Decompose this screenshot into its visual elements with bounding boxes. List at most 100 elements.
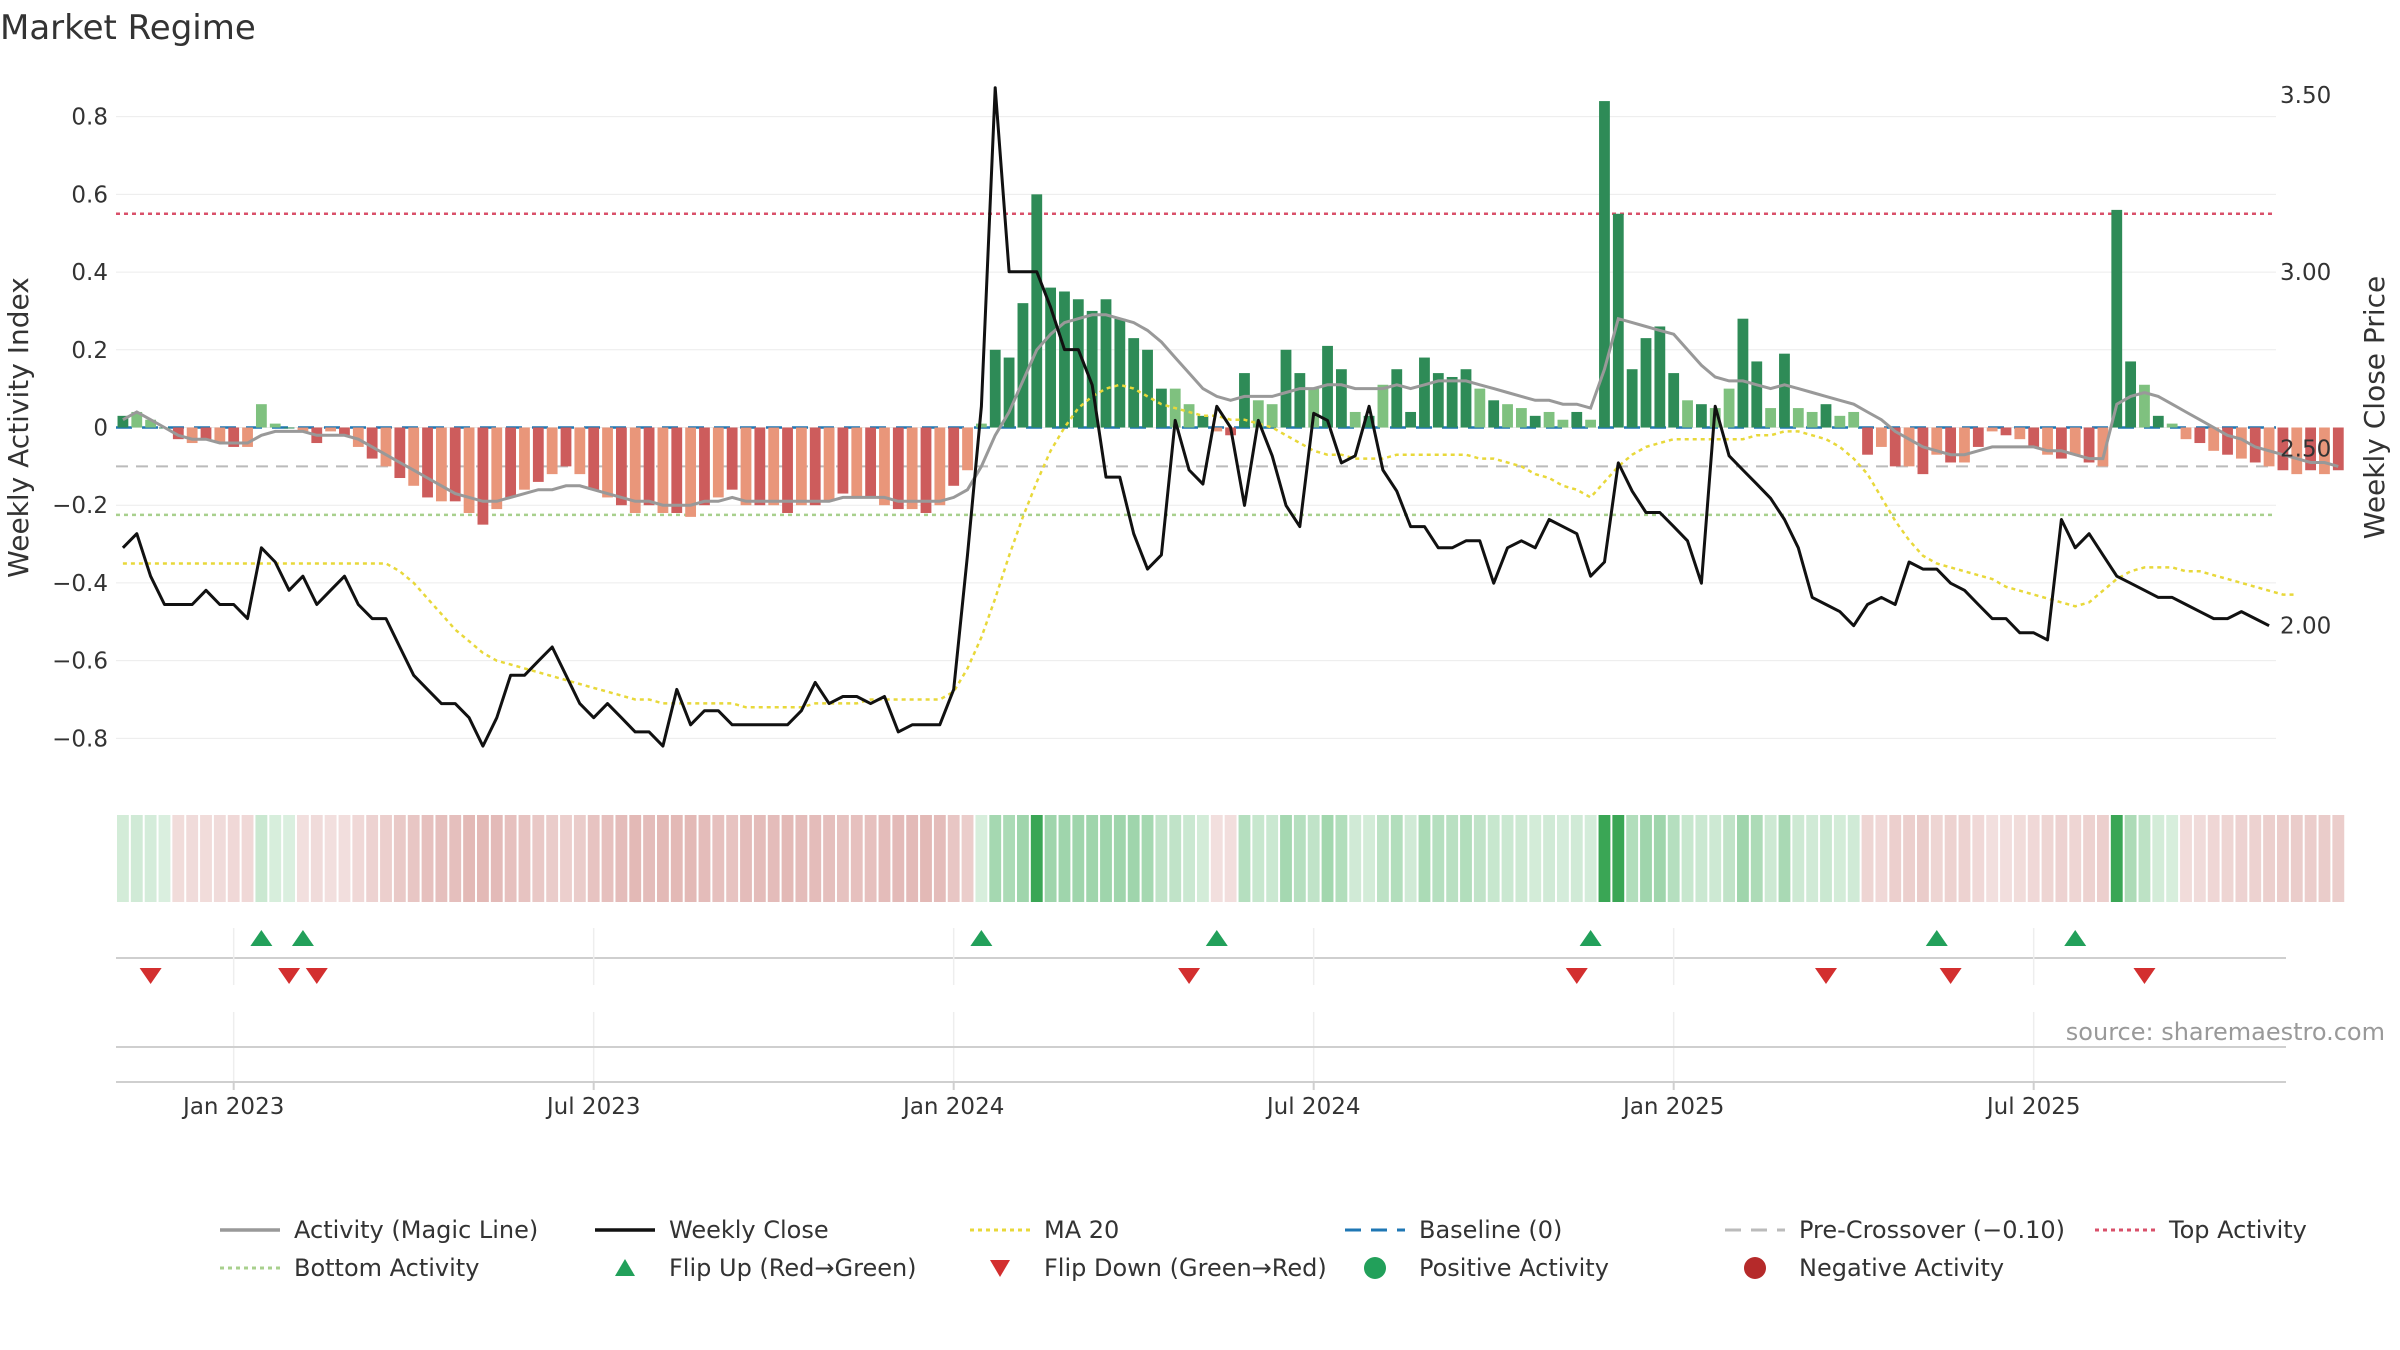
activity-bar: [1100, 299, 1112, 428]
left-axis-title: Weekly Activity Index: [2, 277, 35, 578]
activity-bar: [131, 411, 143, 428]
right-tick-label: 2.00: [2280, 614, 2331, 640]
heat-cell: [283, 815, 295, 902]
activity-bar: [1502, 404, 1513, 428]
legend-label: Positive Activity: [1419, 1254, 1609, 1282]
activity-bar: [1792, 408, 1804, 428]
activity-bar: [560, 427, 572, 467]
activity-bar: [1405, 411, 1417, 428]
activity-bar: [380, 427, 392, 467]
activity-bar: [2000, 427, 2012, 436]
heat-cell: [2277, 815, 2289, 902]
activity-bar: [394, 427, 406, 479]
heat-cell: [1183, 815, 1195, 902]
heat-cell: [1612, 815, 1625, 902]
heat-cell: [324, 815, 337, 902]
heat-cell: [297, 815, 309, 902]
x-tick-label: Jul 2023: [545, 1094, 641, 1120]
legend-item: Weekly Close: [595, 1216, 829, 1244]
activity-bar: [352, 427, 364, 447]
heat-cell: [532, 815, 545, 902]
activity-bar: [588, 427, 600, 490]
legend-label: Flip Down (Green→Red): [1044, 1254, 1327, 1282]
left-tick-label: −0.8: [52, 726, 108, 752]
activity-bar: [2166, 423, 2178, 428]
activity-bar: [851, 427, 863, 498]
activity-bar: [546, 427, 558, 475]
legend-item: MA 20: [970, 1216, 1119, 1244]
activity-bar: [519, 427, 530, 490]
activity-bar: [435, 427, 447, 502]
activity-bar: [879, 427, 890, 506]
legend-item: Top Activity: [2095, 1216, 2307, 1244]
heat-cell: [546, 815, 559, 902]
magic-line-layer: [122, 313, 2339, 507]
heat-cell: [1293, 815, 1306, 902]
activity-bar: [2291, 427, 2303, 475]
flip-down-marker: [2133, 968, 2156, 984]
right-tick-label: 3.50: [2280, 83, 2331, 109]
heat-cell: [684, 815, 697, 902]
heat-cell: [2027, 815, 2040, 902]
activity-bar: [1183, 404, 1195, 428]
legend-label: Baseline (0): [1419, 1216, 1562, 1244]
heat-cell: [850, 815, 863, 902]
activity-bar: [768, 427, 780, 506]
ma20-layer: [122, 383, 2297, 709]
activity-bar: [2332, 427, 2344, 471]
activity-bar: [1599, 101, 1610, 428]
heat-cell: [823, 815, 835, 902]
activity-bar: [145, 419, 157, 428]
left-tick-label: −0.6: [52, 649, 108, 675]
legend-label: MA 20: [1044, 1216, 1119, 1244]
activity-bar: [740, 427, 752, 506]
bottom-empty-panel: [116, 1012, 2286, 1083]
activity-bar: [422, 427, 433, 498]
activity-bar: [699, 427, 710, 506]
activity-bar: [1820, 404, 1832, 428]
activity-bar: [1474, 388, 1486, 428]
activity-bar: [574, 427, 586, 475]
heat-cell: [1377, 815, 1389, 902]
ma20-series: [122, 383, 2297, 709]
activity-bar: [2139, 384, 2150, 428]
heat-cell: [490, 815, 503, 902]
activity-bar: [2305, 427, 2317, 471]
activity-bar: [1155, 388, 1167, 428]
activity-bar: [2111, 209, 2123, 428]
activity-bar: [1322, 345, 1333, 428]
axis-labels: 0.8 0.6 0.4 0.2 0 −0.2 −0.4 −0.6 −0.8 3.50 3.00 2.5…: [2, 83, 2391, 1120]
heat-cell: [1640, 815, 1652, 902]
heat-cell: [1529, 815, 1542, 902]
heat-cell: [1197, 815, 1209, 902]
activity-bar: [809, 427, 821, 506]
heat-cell: [767, 815, 780, 902]
heat-cell: [2207, 815, 2220, 902]
triangle-up-icon: [615, 1259, 635, 1276]
activity-bar: [962, 427, 973, 471]
activity-bar: [1654, 326, 1666, 428]
activity-bar: [892, 427, 904, 510]
activity-bar: [1266, 404, 1278, 428]
heat-cell: [947, 815, 960, 902]
heat-cell: [878, 815, 891, 902]
legend-label: Negative Activity: [1799, 1254, 2004, 1282]
triangle-down-icon: [990, 1260, 1010, 1277]
activity-bar: [1557, 419, 1569, 428]
heat-cell: [1847, 815, 1860, 902]
activity-bar: [2319, 427, 2330, 475]
activity-bar: [726, 427, 738, 490]
activity-bar: [1114, 318, 1126, 428]
heat-cell: [809, 815, 822, 902]
activity-bar: [2055, 427, 2067, 459]
legend-label: Weekly Close: [669, 1216, 829, 1244]
activity-bar: [1031, 194, 1043, 428]
legend-item: Bottom Activity: [220, 1254, 479, 1282]
heat-cell: [740, 815, 752, 902]
activity-bar: [1972, 427, 1984, 447]
activity-bar: [339, 427, 350, 436]
heat-cell: [1986, 815, 1999, 902]
heat-cell: [1487, 815, 1500, 902]
chart-title: Market Regime: [0, 8, 256, 48]
activity-bar: [1488, 400, 1500, 428]
